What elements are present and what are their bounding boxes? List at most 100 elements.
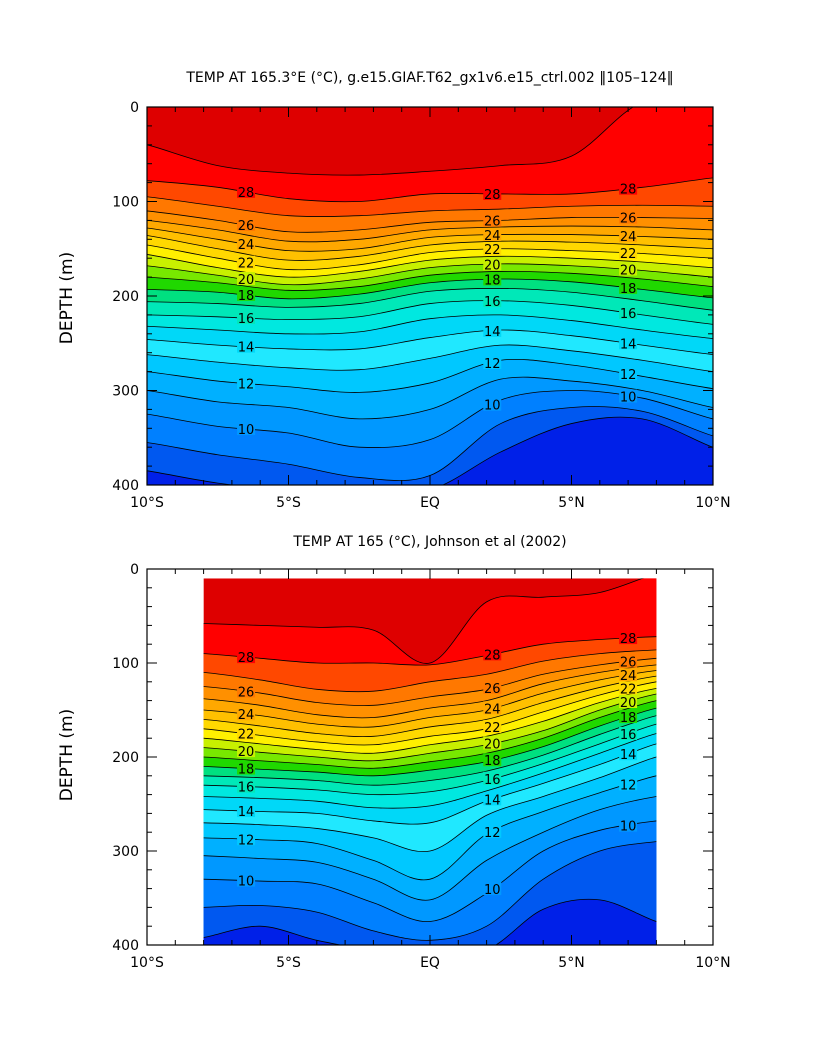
contour-label-10: 10 <box>484 883 501 898</box>
x-tick-label: 10°N <box>695 955 730 971</box>
y-axis-label: DEPTH (m) <box>57 252 77 344</box>
contour-label-20: 20 <box>484 737 501 752</box>
isotherm-29 <box>203 578 644 664</box>
isotherm-17 <box>147 288 713 311</box>
x-tick-label: EQ <box>420 495 440 511</box>
x-tick-label: 10°N <box>695 495 730 511</box>
contour-label-18: 18 <box>484 273 501 288</box>
contour-label-bg <box>237 422 256 436</box>
contour-label-bg <box>619 710 638 724</box>
x-tick-label: 5°S <box>276 495 301 511</box>
isotherm-17 <box>203 715 657 786</box>
contour-label-26: 26 <box>620 212 637 227</box>
contour-label-24: 24 <box>238 238 255 253</box>
isotherm-18 <box>147 278 713 300</box>
contour-label-bg <box>483 647 502 661</box>
isotherm-8 <box>147 416 713 485</box>
isotherm-13 <box>147 344 713 373</box>
isotherm-21 <box>203 687 657 754</box>
contour-label-20: 20 <box>484 258 501 273</box>
panel-observations: TEMP AT 165 (°C), Johnson et al (2002) D… <box>57 534 731 971</box>
y-tick-label: 0 <box>130 100 139 116</box>
contour-label-12: 12 <box>620 368 637 383</box>
contour-label-bg <box>619 668 638 682</box>
contour-label-bg <box>483 753 502 767</box>
contour-label-10: 10 <box>620 820 637 835</box>
y-tick-label: 0 <box>130 562 139 578</box>
contour-label-bg <box>483 771 502 785</box>
contour-label-10: 10 <box>620 391 637 406</box>
isotherm-28 <box>147 177 713 203</box>
contour-label-16: 16 <box>484 295 501 310</box>
band-below-8 <box>147 417 713 485</box>
y-tick-label: 100 <box>112 195 139 211</box>
contour-label-bg <box>237 376 256 390</box>
contour-label-24: 24 <box>484 229 501 244</box>
contour-label-22: 22 <box>484 243 501 258</box>
contour-label-bg <box>237 310 256 324</box>
contour-label-bg <box>619 280 638 294</box>
contour-label-20: 20 <box>238 273 255 288</box>
contour-label-bg <box>237 873 256 887</box>
contour-label-bg <box>237 339 256 353</box>
contour-label-26: 26 <box>238 219 255 234</box>
x-tick-label: 10°S <box>130 955 164 971</box>
isotherm-10 <box>147 390 713 448</box>
contour-label-bg <box>619 654 638 668</box>
contour-label-16: 16 <box>238 781 255 796</box>
isotherm-19 <box>203 700 657 769</box>
contour-label-bg <box>483 242 502 256</box>
contour-label-bg <box>237 271 256 285</box>
y-tick-label: 200 <box>112 750 139 766</box>
contour-label-18: 18 <box>238 289 255 304</box>
contour-label-24: 24 <box>620 230 637 245</box>
contour-label-bg <box>619 681 638 695</box>
y-tick-label: 400 <box>112 478 139 494</box>
contour-label-bg <box>483 397 502 411</box>
contour-label-28: 28 <box>238 186 255 201</box>
chart-title: TEMP AT 165 (°C), Johnson et al (2002) <box>292 534 566 550</box>
contour-label-24: 24 <box>238 708 255 723</box>
contour-label-bg <box>483 824 502 838</box>
isotherm-25 <box>147 219 713 243</box>
contour-label-18: 18 <box>620 711 637 726</box>
contour-label-bg <box>619 367 638 381</box>
contour-label-22: 22 <box>484 721 501 736</box>
contour-label-bg <box>237 287 256 301</box>
chart-title: TEMP AT 165.3°E (°C), g.e15.GIAF.T62_gx1… <box>185 70 673 86</box>
contour-label-28: 28 <box>620 632 637 647</box>
isotherm-20 <box>147 263 713 286</box>
contour-label-bg <box>483 213 502 227</box>
isotherm-13 <box>203 756 657 853</box>
isotherm-23 <box>203 675 657 737</box>
y-tick-label: 100 <box>112 656 139 672</box>
contour-label-24: 24 <box>620 669 637 684</box>
x-tick-label: 5°N <box>558 955 584 971</box>
contour-label-bg <box>619 777 638 791</box>
panel-model: TEMP AT 165.3°E (°C), g.e15.GIAF.T62_gx1… <box>57 70 731 511</box>
y-tick-label: 300 <box>112 844 139 860</box>
y-axis-label: DEPTH (m) <box>57 709 77 801</box>
contour-label-bg <box>619 336 638 350</box>
contour-label-28: 28 <box>238 651 255 666</box>
contour-label-bg <box>619 229 638 243</box>
y-tick-label: 200 <box>112 289 139 305</box>
x-tick-label: 5°N <box>558 495 584 511</box>
contour-label-14: 14 <box>620 748 637 763</box>
band-below-8 <box>203 899 657 946</box>
contour-label-bg <box>619 695 638 709</box>
contour-label-12: 12 <box>484 826 501 841</box>
isotherm-8 <box>203 898 657 946</box>
contour-label-18: 18 <box>484 754 501 769</box>
contour-label-22: 22 <box>238 257 255 272</box>
y-tick-label: 400 <box>112 938 139 954</box>
contour-label-26: 26 <box>484 215 501 230</box>
contour-label-22: 22 <box>620 247 637 262</box>
contour-label-bg <box>483 257 502 271</box>
isotherm-15 <box>147 314 713 339</box>
contour-label-18: 18 <box>620 282 637 297</box>
contour-label-bg <box>483 882 502 896</box>
contour-label-bg <box>237 650 256 664</box>
contour-label-bg <box>483 294 502 308</box>
